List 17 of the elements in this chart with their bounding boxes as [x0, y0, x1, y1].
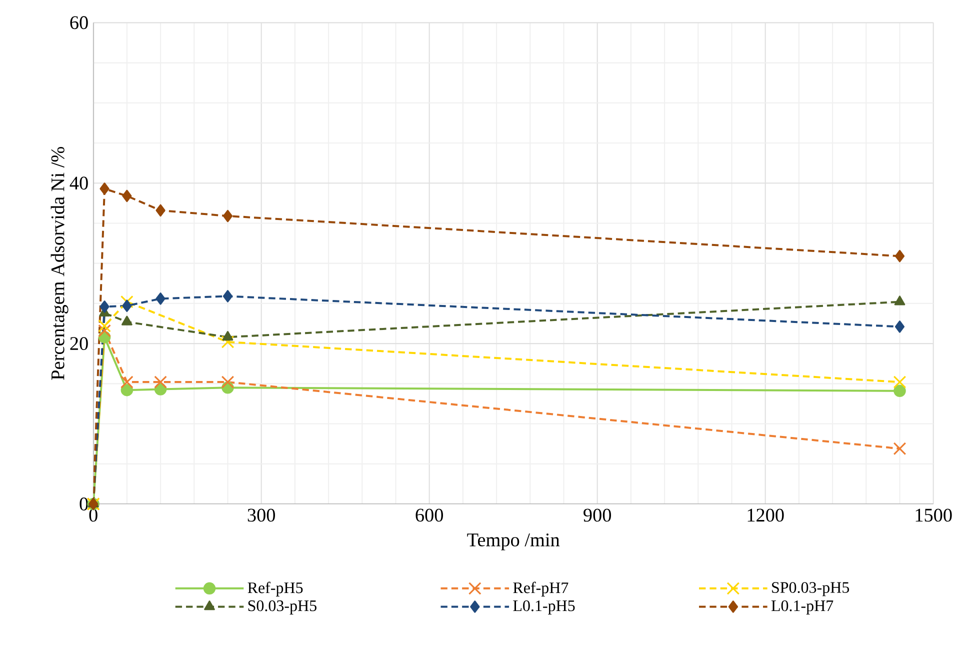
x-tick-label: 1500 [916, 508, 952, 522]
legend-label: L0.1-pH5 [513, 600, 575, 614]
legend-label: Ref-pH7 [513, 582, 568, 596]
y-tick-label: 40 [70, 176, 88, 190]
x-tick-label: 300 [248, 508, 275, 522]
x-tick-label: 600 [416, 508, 443, 522]
y-axis-title: Percentagem Adsorvida Ni /% [50, 146, 68, 380]
y-tick-label: 20 [70, 336, 88, 350]
legend-label: S0.03-pH5 [248, 600, 316, 614]
y-tick-label: 60 [70, 16, 88, 29]
y-tick-label: 0 [80, 497, 88, 510]
x-axis-title: Tempo /min [467, 533, 560, 550]
legend-label: Ref-pH5 [248, 582, 303, 596]
legend-label: SP0.03-pH5 [772, 582, 850, 596]
legend-label: L0.1-pH7 [771, 600, 834, 614]
x-tick-label: 1200 [748, 508, 784, 522]
x-tick-label: 900 [584, 508, 612, 522]
